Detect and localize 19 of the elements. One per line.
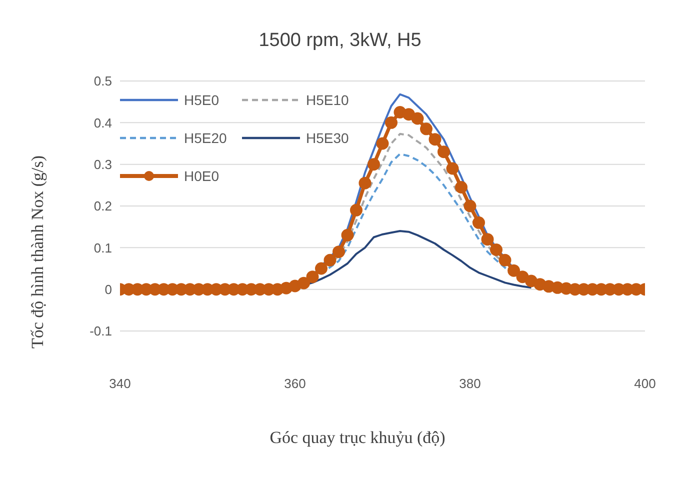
- y-tick-label: 0.2: [94, 198, 112, 214]
- x-tick-label: 380: [459, 376, 481, 391]
- y-tick-label: 0.1: [94, 240, 112, 256]
- chart-title: 1500 rpm, 3kW, H5: [258, 30, 422, 52]
- legend-label: H5E30: [306, 130, 349, 146]
- y-tick-label: 0: [104, 282, 112, 297]
- legend-label: H5E10: [306, 92, 349, 108]
- x-tick-label: 400: [634, 376, 656, 391]
- y-tick-label: -0.1: [90, 324, 112, 339]
- y-tick-label: 0.4: [94, 115, 112, 130]
- x-tick-label: 360: [284, 376, 306, 391]
- x-tick-label: 340: [109, 376, 131, 391]
- x-axis-title: Góc quay trục khuỷu (độ): [268, 428, 446, 448]
- y-tick-label: 0.3: [94, 156, 112, 172]
- y-axis-title: Tốc độ hình thành Nox (g/s): [28, 155, 48, 349]
- legend-label: H5E20: [184, 130, 227, 146]
- legend-label: H0E0: [184, 168, 220, 184]
- y-tick-label: 0.5: [94, 74, 112, 89]
- legend-label: H5E0: [184, 92, 220, 108]
